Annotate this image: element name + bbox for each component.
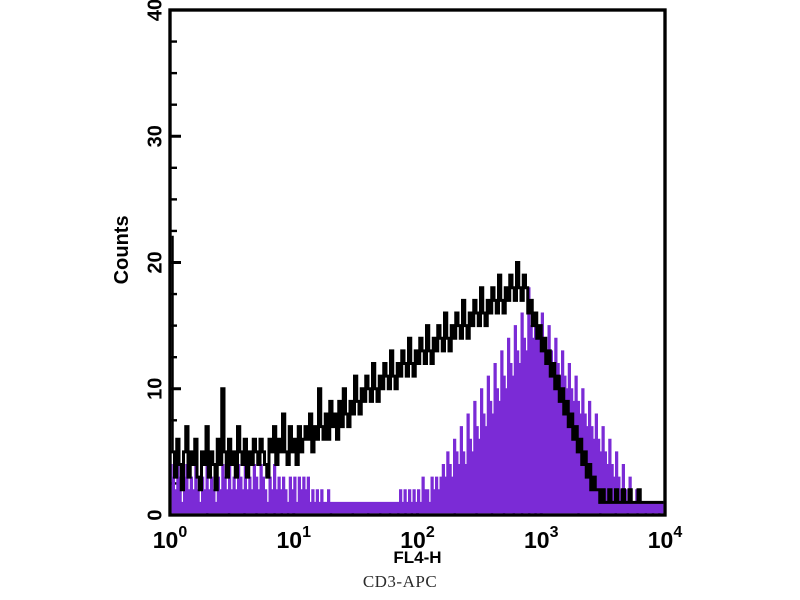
series-layer [171, 235, 664, 514]
y-axis-tick-label: 0 [144, 509, 166, 520]
x-axis-title: FL4-H [393, 548, 441, 567]
plot-frame-overlay [168, 8, 667, 517]
plot-root: 0 10 20 30 40 Counts 100 101 102 103 104 FL4-H [111, 0, 682, 567]
figure-caption: CD3-APC [362, 572, 438, 591]
x-axis-tick-label: 101 [277, 524, 312, 553]
x-axis-tick-label: 103 [524, 524, 559, 553]
x-axis-tick-label: 104 [648, 524, 683, 553]
y-axis-tick-label: 40 [144, 0, 166, 21]
y-axis-tick-label: 10 [144, 378, 166, 400]
y-axis-tick-label: 20 [144, 251, 166, 273]
histogram-outline-unstained-control [171, 235, 664, 504]
x-axis-tick-label: 100 [153, 524, 188, 553]
y-axis-tick-label: 30 [144, 125, 166, 147]
x-axis-tick-label: 102 [400, 524, 435, 553]
y-axis-title: Counts [111, 215, 133, 284]
